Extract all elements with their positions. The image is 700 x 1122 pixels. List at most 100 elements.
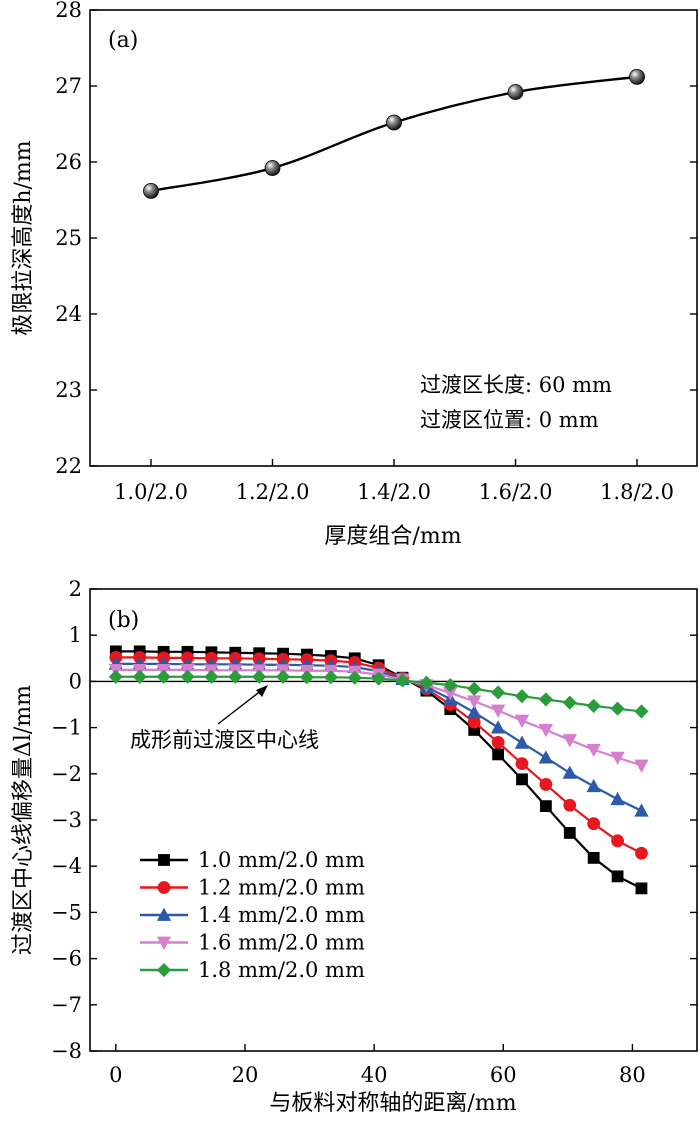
data-point-diamond xyxy=(491,685,506,700)
y-tick-label-b: −2 xyxy=(51,762,82,786)
data-point-diamond xyxy=(586,698,601,713)
x-tick-label-b: 80 xyxy=(619,1063,646,1087)
x-axis-title-a: 厚度组合/mm xyxy=(324,524,461,549)
data-point-circle xyxy=(587,817,601,831)
data-point-triangle-up xyxy=(490,720,506,734)
y-tick-label-a: 26 xyxy=(55,150,82,174)
y-tick-label-a: 28 xyxy=(55,0,82,22)
legend-b: 1.0 mm/2.0 mm 1.2 mm/2.0 mm 1.4 mm/2.0 mm 1… xyxy=(140,848,365,982)
note-transition-position: 过渡区位置: 0 mm xyxy=(420,408,599,432)
data-point-triangle-up xyxy=(562,765,577,779)
data-point-square xyxy=(516,773,528,786)
x-tick-label-a: 1.8/2.0 xyxy=(600,480,674,504)
series-group-b xyxy=(108,645,649,895)
x-tick-label-b: 0 xyxy=(109,1063,122,1087)
y-tick-label-b: −6 xyxy=(51,947,82,971)
data-point-square xyxy=(611,870,624,883)
series-line xyxy=(115,650,642,890)
annotation-centerline: 成形前过渡区中心线 xyxy=(130,728,319,752)
data-point-a xyxy=(264,160,281,176)
data-point-diamond xyxy=(228,669,243,684)
data-points-a xyxy=(143,68,645,199)
data-point-triangle-down xyxy=(538,724,554,738)
data-point-circle xyxy=(491,735,505,749)
data-point-diamond xyxy=(204,669,219,684)
annotation-arrow xyxy=(217,685,268,725)
data-point-triangle-up xyxy=(538,750,554,764)
data-point-diamond xyxy=(634,704,649,719)
legend-item: 1.8 mm/2.0 mm xyxy=(140,958,365,982)
data-point-diamond xyxy=(538,692,553,707)
data-point-triangle-down xyxy=(634,759,649,773)
legend-item: 1.0 mm/2.0 mm xyxy=(140,848,365,872)
data-point-triangle-up xyxy=(156,907,172,921)
y-tick-label-a: 27 xyxy=(55,74,82,98)
data-point-diamond xyxy=(276,669,291,684)
y-tick-label-b: −3 xyxy=(51,808,82,832)
data-point-circle xyxy=(611,834,624,848)
x-tick-label-b: 60 xyxy=(490,1063,517,1087)
legend-item: 1.4 mm/2.0 mm xyxy=(140,903,365,927)
data-point-triangle-up xyxy=(634,803,649,817)
data-point-circle xyxy=(635,846,648,860)
data-point-diamond xyxy=(419,675,434,690)
data-point-a xyxy=(629,68,645,85)
data-point-square xyxy=(635,882,648,895)
x-tick-label-a: 1.2/2.0 xyxy=(236,480,310,504)
data-point-a xyxy=(143,182,159,199)
data-point-diamond xyxy=(108,669,123,684)
data-point-triangle-up xyxy=(610,791,625,806)
data-point-triangle-down xyxy=(586,743,601,758)
data-point-square xyxy=(587,851,600,864)
data-point-diamond xyxy=(562,695,577,710)
x-tick-label-a: 1.6/2.0 xyxy=(479,480,553,504)
data-point-diamond xyxy=(132,669,147,684)
legend-item: 1.2 mm/2.0 mm xyxy=(140,876,365,900)
x-tick-label-a: 1.0/2.0 xyxy=(114,480,188,504)
y-tick-label-b: −1 xyxy=(51,716,82,740)
data-point-square xyxy=(563,827,576,839)
y-tick-label-b: −7 xyxy=(51,993,82,1017)
legend-label: 1.4 mm/2.0 mm xyxy=(198,903,365,927)
chart-panel-a: (a) 22 23 24 25 26 27 28 1.0/2.0 1.2/2.0 1.4/2.0… xyxy=(11,0,698,549)
legend-label: 1.0 mm/2.0 mm xyxy=(198,848,365,872)
data-point-diamond xyxy=(371,671,386,686)
x-axis-title-b: 与板料对称轴的距离/mm xyxy=(269,1091,516,1116)
y-tick-label-b: 1 xyxy=(69,623,82,647)
data-point-a xyxy=(507,84,524,100)
y-tick-label-b: 0 xyxy=(69,669,82,693)
y-axis-a: 22 23 24 25 26 27 28 xyxy=(55,0,697,478)
data-point-a xyxy=(386,114,402,131)
data-point-diamond xyxy=(514,689,530,704)
y-tick-label-b: 2 xyxy=(69,577,82,601)
series-4 xyxy=(108,663,649,773)
data-point-diamond xyxy=(467,681,482,696)
x-tick-label-b: 40 xyxy=(361,1063,388,1087)
y-tick-label-a: 22 xyxy=(55,454,82,478)
data-point-diamond xyxy=(156,669,171,684)
x-tick-label-b: 20 xyxy=(232,1063,259,1087)
data-point-diamond xyxy=(610,701,625,716)
panel-label-b: (b) xyxy=(108,608,139,633)
data-point-diamond xyxy=(395,673,410,688)
y-axis-title-a: 极限拉深高度h/mm xyxy=(11,140,36,335)
data-point-diamond xyxy=(156,962,172,978)
data-point-square xyxy=(158,854,170,866)
y-axis-title-b: 过渡区中心线偏移量Δl/mm xyxy=(11,685,36,955)
y-tick-label-a: 23 xyxy=(55,378,82,402)
data-point-diamond xyxy=(299,670,315,685)
y-tick-label-b: −5 xyxy=(51,900,82,924)
panel-label-a: (a) xyxy=(108,28,138,53)
series-line-a xyxy=(150,75,638,193)
y-tick-label-a: 24 xyxy=(55,302,82,326)
y-axis-b: 2 1 0 −1 −2 −3 −4 −5 −6 −7 −8 xyxy=(51,577,697,1063)
data-point-triangle-down xyxy=(490,704,506,718)
data-point-square xyxy=(539,800,552,813)
data-point-diamond xyxy=(443,678,458,693)
data-point-triangle-down xyxy=(610,751,625,765)
note-transition-length: 过渡区长度: 60 mm xyxy=(420,373,612,397)
chart-panel-b: (b) 2 1 0 −1 −2 −3 −4 −5 −6 −7 −8 0 20 40 60 80 成形前过渡区… xyxy=(11,577,698,1116)
data-point-triangle-down xyxy=(562,734,577,748)
data-point-circle xyxy=(515,757,529,771)
